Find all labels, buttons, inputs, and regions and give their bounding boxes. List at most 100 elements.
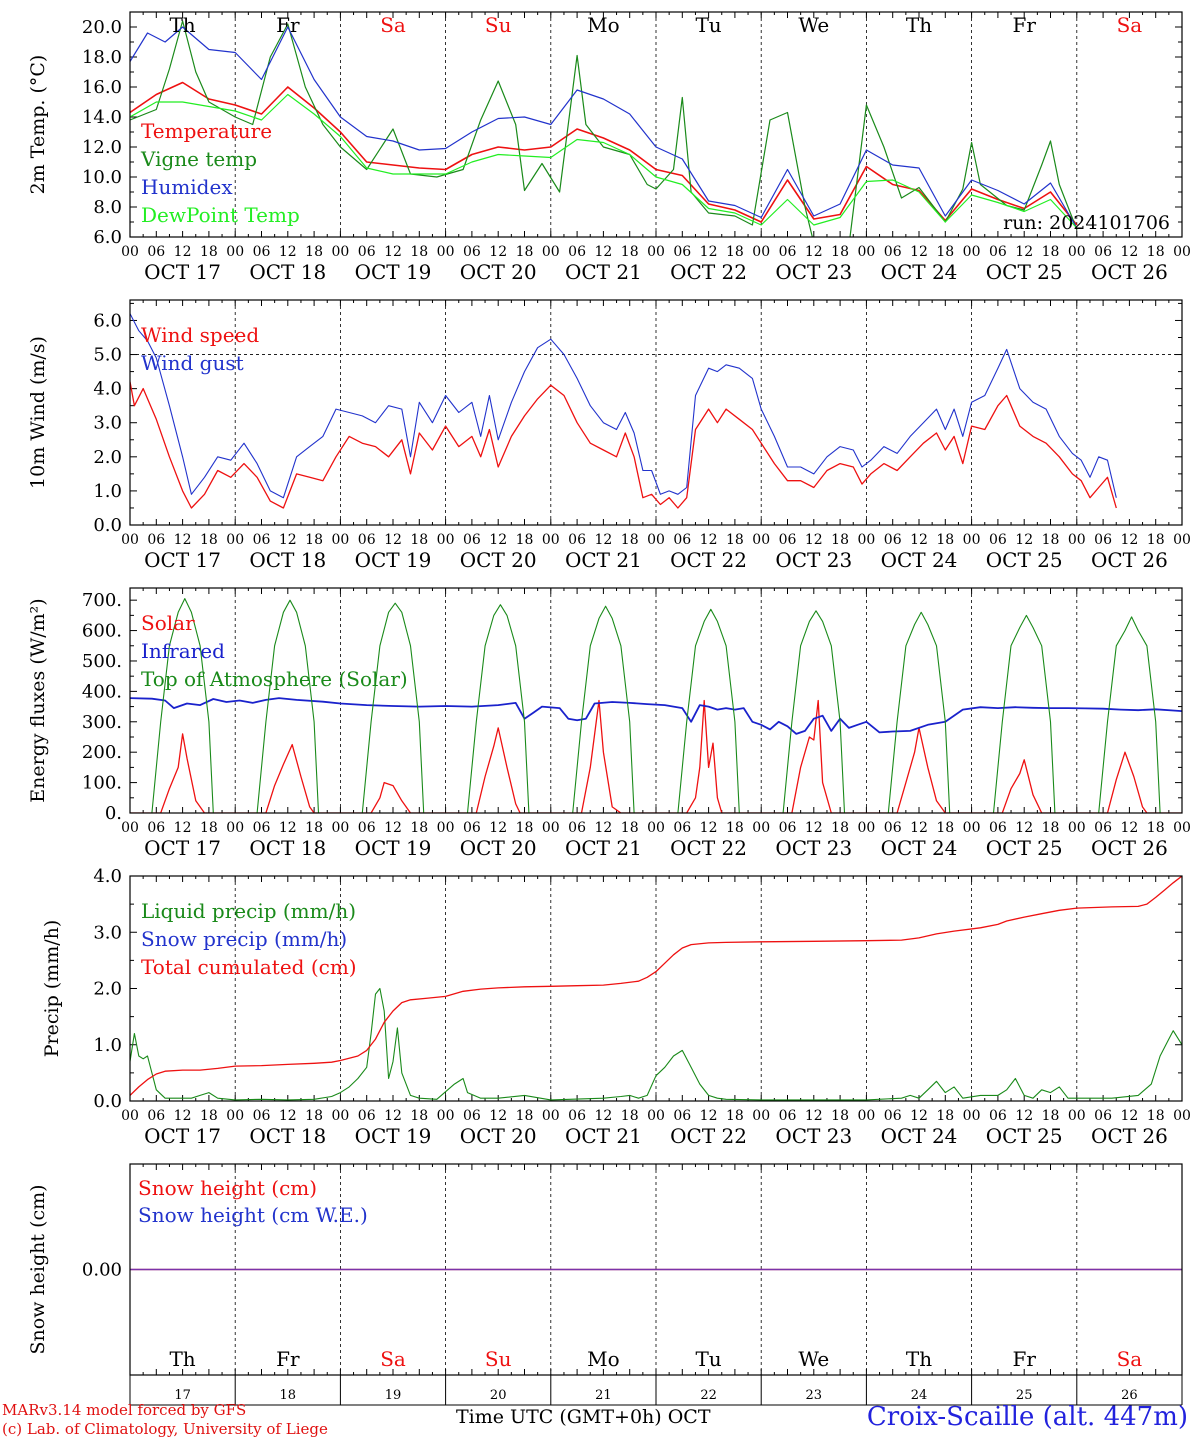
y-axis-label: Snow height (cm) (27, 1184, 49, 1354)
hour-tick-label: 18 (1147, 820, 1165, 836)
date-label: OCT 26 (1091, 836, 1168, 860)
y-tick-label: 200. (82, 742, 122, 763)
hour-tick-label: 12 (1120, 1108, 1138, 1124)
date-label: OCT 19 (355, 836, 432, 860)
y-tick-label: 20.0 (82, 17, 122, 38)
weekday-label: Sa (1117, 13, 1143, 37)
hour-tick-label: 06 (358, 532, 376, 548)
legend-entry: Snow height (cm) (138, 1176, 317, 1200)
y-tick-label: 400. (82, 681, 122, 702)
hour-tick-label: 06 (1094, 820, 1112, 836)
hour-tick-label: 06 (884, 532, 902, 548)
date-label: OCT 22 (670, 836, 747, 860)
hour-tick-label: 12 (489, 532, 507, 548)
series-wind-gust (130, 313, 1117, 499)
hour-tick-label: 12 (910, 532, 928, 548)
day-number: 21 (595, 1388, 612, 1403)
hour-tick-label: 12 (1015, 820, 1033, 836)
y-tick-label: 6.0 (93, 227, 122, 248)
hour-tick-label: 18 (726, 1108, 744, 1124)
hour-tick-label: 18 (621, 1108, 639, 1124)
y-tick-label: 12.0 (82, 137, 122, 158)
date-label: OCT 21 (565, 260, 642, 284)
date-label: OCT 21 (565, 836, 642, 860)
y-tick-label: 18.0 (82, 47, 122, 68)
weekday-label: Th (906, 1347, 932, 1371)
hour-tick-label: 00 (752, 244, 770, 260)
hour-tick-label: 06 (1094, 1108, 1112, 1124)
hour-tick-label: 18 (516, 820, 534, 836)
weekday-label: Fr (276, 13, 300, 37)
hour-tick-label: 18 (1042, 244, 1060, 260)
hour-tick-label: 18 (726, 820, 744, 836)
day-number: 23 (806, 1388, 823, 1403)
y-tick-label: 14.0 (82, 107, 122, 128)
hour-tick-label: 12 (1120, 532, 1138, 548)
hour-tick-label: 06 (779, 532, 797, 548)
day-number: 18 (280, 1388, 297, 1403)
hour-tick-label: 12 (910, 820, 928, 836)
hour-tick-label: 06 (147, 820, 165, 836)
hour-tick-label: 00 (857, 1108, 875, 1124)
hour-tick-label: 00 (121, 244, 139, 260)
series-wind-speed (130, 381, 1117, 509)
legend-entry: Top of Atmosphere (Solar) (141, 667, 408, 691)
hour-tick-label: 06 (358, 820, 376, 836)
y-tick-label: 300. (82, 712, 122, 733)
hour-tick-label: 06 (989, 532, 1007, 548)
hour-tick-label: 18 (200, 1108, 218, 1124)
y-tick-label: 4.0 (93, 379, 122, 400)
hour-tick-label: 12 (384, 1108, 402, 1124)
hour-tick-label: 06 (463, 244, 481, 260)
series-dewpoint-temp (130, 93, 1078, 229)
hour-tick-label: 06 (673, 820, 691, 836)
lab-credit: (c) Lab. of Climatology, University of L… (2, 1420, 328, 1438)
date-label: OCT 21 (565, 1124, 642, 1148)
hour-tick-label: 18 (516, 244, 534, 260)
hour-tick-label: 12 (594, 532, 612, 548)
hour-tick-label: 12 (910, 1108, 928, 1124)
hour-tick-label: 06 (673, 244, 691, 260)
run-annotation: run: 2024101706 (1003, 212, 1170, 234)
hour-tick-label: 00 (542, 1108, 560, 1124)
hour-tick-label: 18 (1147, 532, 1165, 548)
hour-tick-label: 00 (226, 820, 244, 836)
hour-tick-label: 06 (568, 820, 586, 836)
hour-tick-label: 12 (174, 1108, 192, 1124)
weekday-label: Tu (695, 1347, 721, 1371)
y-tick-label: 10.0 (82, 167, 122, 188)
legend-entry: Snow height (cm W.E.) (138, 1203, 368, 1227)
hour-tick-label: 00 (121, 532, 139, 548)
date-label: OCT 24 (881, 548, 958, 572)
series-humidex (130, 26, 1078, 229)
hour-tick-label: 12 (805, 244, 823, 260)
hour-tick-label: 00 (647, 532, 665, 548)
hour-tick-label: 12 (700, 532, 718, 548)
hour-tick-label: 00 (226, 532, 244, 548)
date-label: OCT 23 (775, 260, 852, 284)
hour-tick-label: 00 (857, 244, 875, 260)
hour-tick-label: 12 (489, 820, 507, 836)
weekday-label: Fr (1012, 13, 1036, 37)
date-label: OCT 20 (460, 836, 537, 860)
day-number: 24 (911, 1388, 928, 1403)
series-liquid-precip-mm-h (130, 987, 1182, 1101)
weekday-label: Th (169, 13, 195, 37)
hour-tick-label: 00 (963, 820, 981, 836)
hour-tick-label: 06 (884, 820, 902, 836)
date-label: OCT 26 (1091, 1124, 1168, 1148)
hour-tick-label: 00 (752, 1108, 770, 1124)
series-solar (130, 699, 1182, 813)
weekday-label: Th (906, 13, 932, 37)
hour-tick-label: 18 (621, 244, 639, 260)
hour-tick-label: 00 (963, 532, 981, 548)
hour-tick-label: 00 (647, 820, 665, 836)
model-credit: MARv3.14 model forced by GFS (2, 1401, 247, 1419)
y-tick-label: 16.0 (82, 77, 122, 98)
hour-tick-label: 00 (121, 1108, 139, 1124)
x-axis-title: Time UTC (GMT+0h) OCT (456, 1406, 711, 1428)
hour-tick-label: 06 (884, 244, 902, 260)
hour-tick-label: 06 (463, 820, 481, 836)
legend-entry: Temperature (141, 119, 272, 143)
